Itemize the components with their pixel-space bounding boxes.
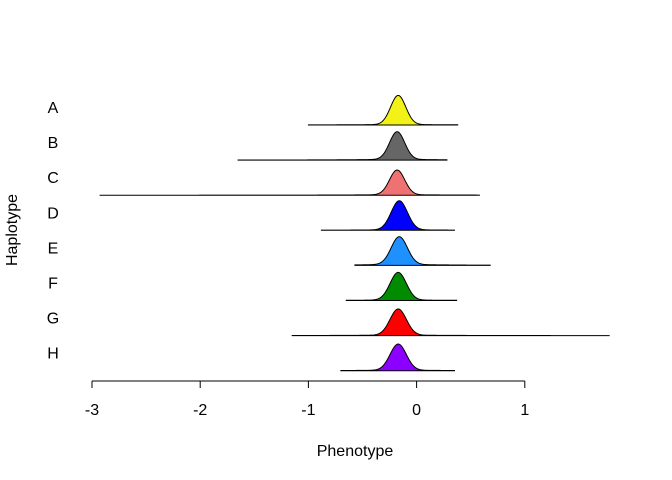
ridge-b (237, 131, 448, 161)
category-label-d: D (47, 205, 59, 222)
ridge-a (307, 94, 459, 126)
category-label-b: B (48, 135, 59, 152)
x-tick-label: 0 (412, 402, 421, 419)
category-labels: A B C D E F G H (47, 100, 59, 363)
category-label-e: E (48, 240, 59, 257)
category-label-c: C (47, 170, 59, 187)
category-label-a: A (48, 100, 59, 117)
ridge-h (340, 343, 455, 372)
ridge-e (354, 236, 491, 266)
ridges-group (99, 94, 610, 372)
x-axis-title: Phenotype (317, 443, 394, 460)
x-axis: -3 -2 -1 0 1 (85, 380, 529, 419)
x-tick-label: -2 (193, 402, 207, 419)
category-label-f: F (48, 276, 58, 293)
ridge-g (291, 308, 610, 337)
ridge-f (345, 271, 458, 301)
category-label-g: G (47, 311, 59, 328)
x-tick-label: -3 (85, 402, 99, 419)
ridge-d (320, 200, 455, 231)
category-label-h: H (47, 346, 59, 363)
x-tick-label: -1 (301, 402, 315, 419)
y-axis-title: Haplotype (4, 194, 21, 266)
ridge-c (99, 169, 480, 196)
x-tick-label: 1 (520, 402, 529, 419)
